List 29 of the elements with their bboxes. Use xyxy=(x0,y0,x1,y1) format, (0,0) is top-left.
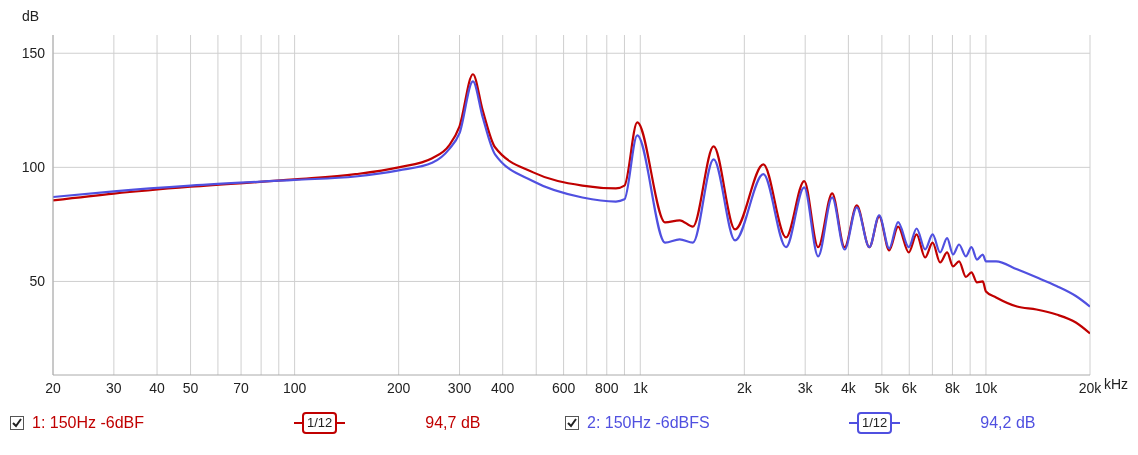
x-tick-label: 1k xyxy=(632,379,649,396)
y-tick-label: 50 xyxy=(29,273,46,290)
x-tick-label: 40 xyxy=(149,379,166,396)
text: 1: 150Hz -6dBF xyxy=(32,414,146,432)
x-tick-label: 10k xyxy=(974,379,999,396)
x-tick-label: 8k xyxy=(945,379,961,396)
x-tick-label: 2k xyxy=(736,379,753,396)
y-tick-label: 150 xyxy=(21,45,46,62)
x-tick-label: 50 xyxy=(182,379,199,396)
x-tick-label: 6k xyxy=(901,379,918,396)
text: 94,2 dB xyxy=(980,414,1036,432)
x-tick-label: 100 xyxy=(282,379,307,396)
x-tick-label: 5k xyxy=(874,379,891,396)
x-axis-title: kHz xyxy=(1103,375,1128,392)
x-tick-label: 600 xyxy=(551,379,576,396)
y-tick-label: 100 xyxy=(21,159,46,176)
x-tick-label: 3k xyxy=(797,379,814,396)
x-tick-label: 4k xyxy=(840,379,857,396)
x-tick-label: 20k xyxy=(1078,379,1103,396)
x-tick-label: 300 xyxy=(447,379,472,396)
x-tick-label: 20 xyxy=(45,379,61,396)
x-tick-label: 400 xyxy=(491,379,515,396)
y-axis-title: dB xyxy=(22,8,40,24)
x-tick-label: 30 xyxy=(106,379,122,396)
x-tick-label: 800 xyxy=(595,379,619,396)
text: 94,7 dB xyxy=(425,414,481,432)
x-tick-label: 200 xyxy=(386,379,411,396)
x-tick-label: 70 xyxy=(233,379,250,396)
text: 2: 150Hz -6dBFS xyxy=(587,414,711,432)
